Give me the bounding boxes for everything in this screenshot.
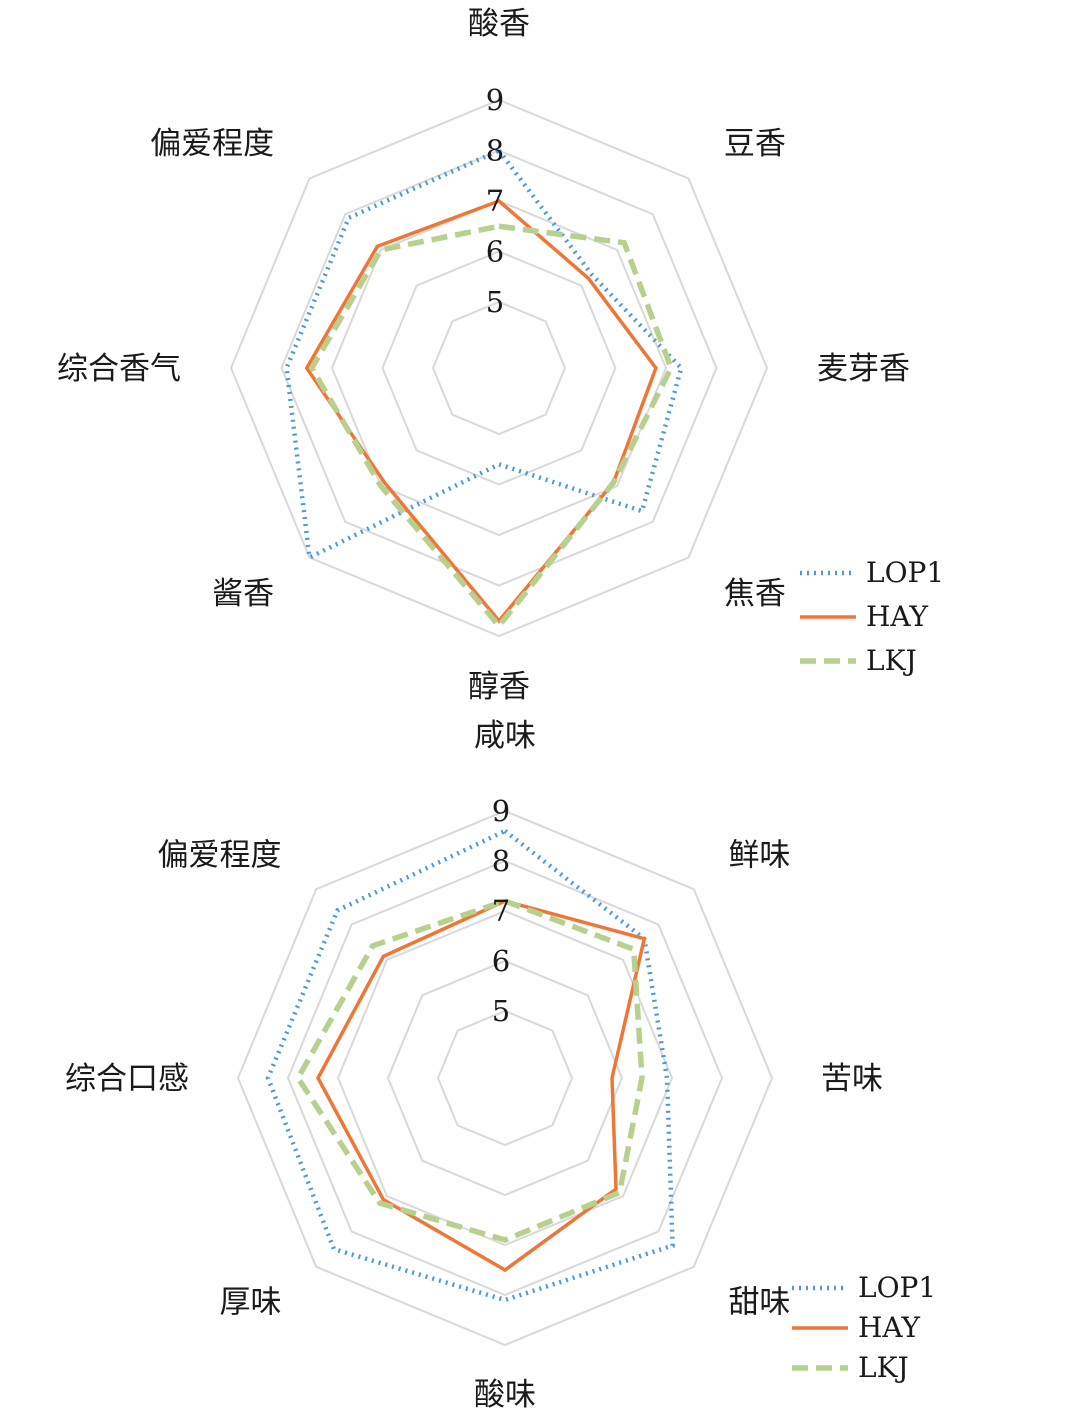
aroma-axis-label-6: 酱香 [212,576,274,612]
taste-tick-label-9: 9 [492,794,510,828]
taste-axis-label-1: 咸味 [474,718,536,754]
aroma-grid-ring-5 [431,300,567,436]
taste-axis-label-3: 苦味 [821,1061,883,1097]
taste-axis-label-7: 综合口感 [65,1061,189,1097]
aroma-axis-label-1: 酸香 [468,6,530,42]
aroma-radar-chart: 5 6 7 8 9 酸香豆香麦芽香焦香醇香 酱香 综合香气 偏爱程度 LOP1 HAY LKJ [57,6,944,705]
aroma-axis-label-2: 豆香 [724,126,786,162]
taste-grid-ring-8 [286,859,724,1297]
taste-legend: LOP1 HAY LKJ [792,1271,936,1384]
taste-grid-ring-9 [236,809,774,1347]
aroma-axis-label-5: 醇香 [468,669,530,705]
aroma-legend-label-lop1: LOP1 [866,556,944,589]
aroma-series-lkj [308,223,675,631]
aroma-tick-label-5: 5 [486,285,504,319]
aroma-grid-ring-6 [381,250,617,486]
taste-legend-label-lop1: LOP1 [858,1271,936,1304]
aroma-axis-label-8: 偏爱程度 [150,126,274,162]
aroma-tick-label-9: 9 [486,83,504,117]
aroma-legend-label-hay: HAY [866,600,929,633]
aroma-tick-label-7: 7 [486,184,504,218]
taste-tick-label-8: 8 [492,844,510,878]
aroma-grid-ring-9 [229,98,769,638]
taste-legend-label-lkj: LKJ [858,1351,909,1384]
taste-grid-ring-7 [336,909,674,1247]
taste-tick-label-6: 6 [492,944,510,978]
aroma-axis-label-3: 麦芽香 [817,351,910,387]
taste-tick-label-7: 7 [492,894,510,928]
taste-axis-label-4: 甜味 [728,1284,790,1320]
taste-tick-label-5: 5 [492,994,510,1028]
taste-axis-label-5: 酸味 [474,1377,536,1411]
taste-axis-label-2: 鲜味 [728,838,790,874]
aroma-axis-label-7: 综合香气 [57,351,181,387]
aroma-tick-label-8: 8 [486,134,504,168]
aroma-grid-ring-7 [330,199,668,537]
aroma-legend-label-lkj: LKJ [866,644,917,677]
taste-radar-chart: 5 6 7 8 9 咸味鲜味苦味甜味酸味 厚味 综合口感 偏爱程度 LOP1 HAY LKJ [65,718,936,1411]
taste-grid-ring-5 [436,1009,574,1147]
aroma-series-hay [304,198,658,624]
taste-axis-label-8: 偏爱程度 [158,838,282,874]
taste-grid-ring-6 [386,959,624,1197]
taste-series-lkj [294,898,645,1243]
aroma-tick-label-6: 6 [486,235,504,269]
aroma-series-lop1 [284,147,684,561]
taste-legend-label-hay: HAY [858,1311,921,1344]
taste-axis-label-6: 厚味 [220,1284,282,1320]
aroma-axis-label-4: 焦香 [724,576,786,612]
aroma-grid-ring-8 [280,149,718,587]
aroma-legend: LOP1 HAY LKJ [800,556,944,677]
